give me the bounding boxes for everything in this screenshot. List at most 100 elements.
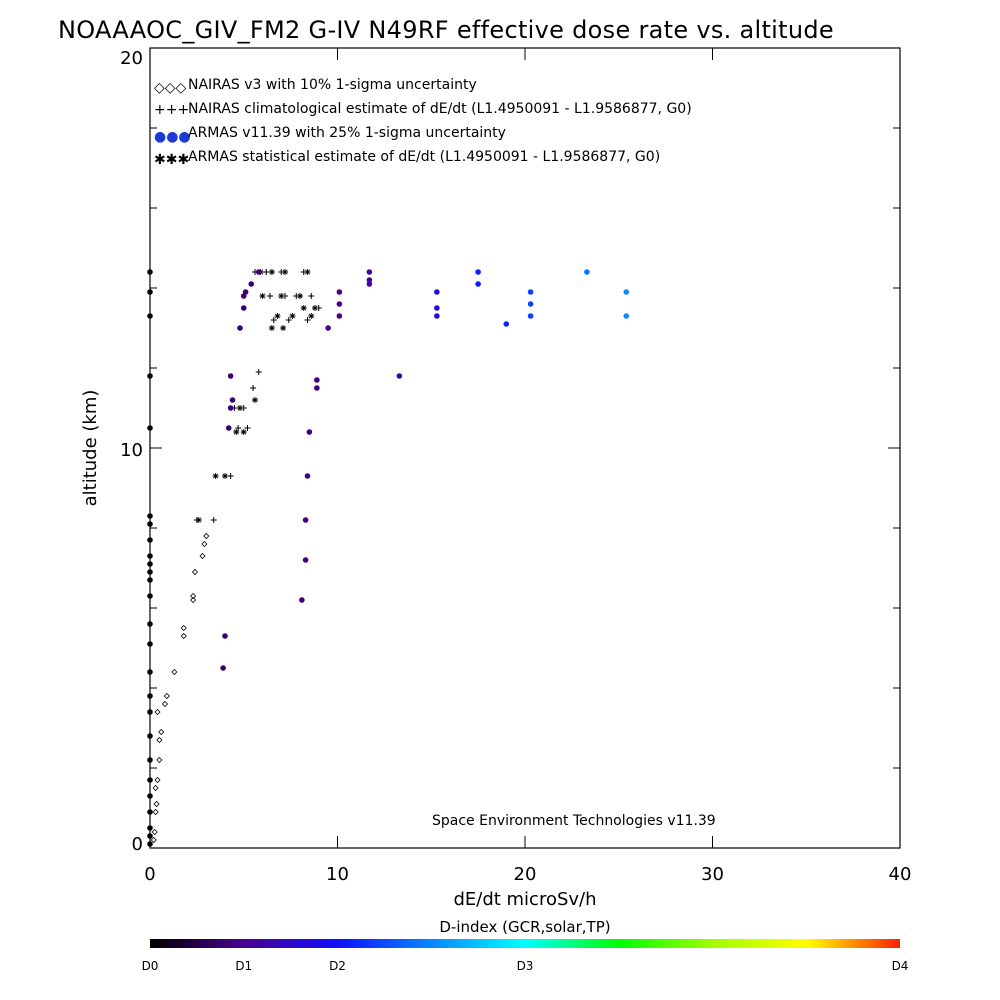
legend-symbol-nairas-clim: +++ bbox=[154, 102, 189, 118]
y-axis-label: altitude (km) bbox=[80, 390, 101, 507]
nairas-clim-point bbox=[308, 293, 315, 299]
armas-point bbox=[147, 841, 153, 847]
plot-frame bbox=[149, 47, 901, 849]
plot-area bbox=[147, 47, 901, 849]
legend-symbol-armas: ●●● bbox=[154, 129, 191, 145]
armas-point bbox=[584, 269, 590, 275]
legend: ◇◇◇ NAIRAS v3 with 10% 1-sigma uncertain… bbox=[154, 77, 692, 168]
armas-stat-point bbox=[304, 269, 311, 275]
colorbar-label: D2 bbox=[329, 959, 346, 973]
armas-stat-point bbox=[237, 405, 243, 411]
armas-point bbox=[336, 313, 343, 319]
chart-title: NOAAAOC_GIV_FM2 G-IV N49RF effective dos… bbox=[58, 16, 834, 44]
nairas-v3-point bbox=[171, 668, 178, 676]
armas-point bbox=[336, 301, 343, 307]
nairas-v3-point bbox=[203, 532, 210, 540]
armas-point bbox=[147, 593, 153, 599]
armas-stat-point bbox=[212, 473, 219, 479]
armas-point bbox=[299, 597, 305, 603]
armas-point bbox=[147, 733, 153, 739]
y-tick-label: 0 bbox=[132, 834, 143, 855]
armas-point bbox=[147, 313, 153, 319]
y-tick-label: 10 bbox=[120, 440, 143, 461]
armas-point bbox=[147, 289, 153, 295]
nairas-v3-point bbox=[163, 692, 170, 700]
armas-point bbox=[240, 305, 247, 311]
nairas-clim-point bbox=[270, 317, 277, 323]
x-tick-label: 40 bbox=[889, 864, 912, 885]
legend-symbol-nairas-v3: ◇◇◇ bbox=[154, 80, 187, 96]
armas-point bbox=[304, 473, 311, 479]
armas-point bbox=[314, 377, 320, 383]
armas-point bbox=[147, 669, 153, 675]
colorbar-label: D1 bbox=[235, 959, 252, 973]
armas-point bbox=[434, 289, 440, 295]
armas-stat-point bbox=[252, 397, 258, 403]
nairas-clim-point bbox=[263, 269, 270, 275]
armas-point bbox=[220, 665, 226, 671]
nairas-v3-point bbox=[156, 736, 163, 744]
armas-stat-point bbox=[282, 269, 288, 275]
legend-symbol-armas-stat: ✱✱✱ bbox=[154, 152, 189, 168]
nairas-v3-point bbox=[190, 592, 197, 600]
nairas-v3-point bbox=[201, 540, 208, 548]
data-marks bbox=[147, 269, 630, 847]
armas-point bbox=[147, 553, 153, 559]
x-axis-label: dE/dt microSv/h bbox=[453, 889, 596, 910]
armas-point bbox=[527, 289, 534, 295]
armas-point bbox=[147, 809, 153, 815]
nairas-clim-point bbox=[244, 425, 251, 431]
armas-point bbox=[242, 289, 249, 295]
nairas-clim-point bbox=[267, 293, 273, 299]
armas-point bbox=[503, 321, 510, 327]
nairas-clim-point bbox=[304, 317, 311, 323]
nairas-clim-point bbox=[250, 385, 257, 391]
armas-point bbox=[147, 709, 153, 715]
armas-point bbox=[147, 569, 153, 575]
legend-label-nairas-clim: NAIRAS climatological estimate of dE/dt … bbox=[188, 101, 692, 117]
armas-point bbox=[147, 793, 153, 799]
armas-point bbox=[147, 537, 153, 543]
armas-stat-point bbox=[300, 305, 307, 311]
credit-text: Space Environment Technologies v11.39 bbox=[432, 813, 716, 829]
nairas-v3-point bbox=[180, 624, 187, 632]
armas-point bbox=[147, 521, 153, 527]
x-tick-label: 0 bbox=[144, 864, 155, 885]
legend-label-armas-stat: ARMAS statistical estimate of dE/dt (L1.… bbox=[188, 149, 660, 165]
armas-point bbox=[227, 373, 234, 379]
armas-stat-point bbox=[289, 313, 296, 319]
x-tick-label: 30 bbox=[701, 864, 724, 885]
colorbar-label: D0 bbox=[142, 959, 159, 973]
armas-point bbox=[366, 281, 373, 287]
nairas-v3-point bbox=[161, 700, 169, 708]
armas-point bbox=[475, 269, 481, 275]
armas-point bbox=[248, 281, 255, 287]
armas-stat-point bbox=[278, 293, 285, 299]
armas-point bbox=[147, 513, 153, 519]
nairas-v3-point bbox=[152, 784, 159, 792]
colorbar-label: D3 bbox=[517, 959, 534, 973]
nairas-clim-point bbox=[285, 317, 292, 323]
nairas-v3-point bbox=[153, 800, 160, 808]
armas-stat-point bbox=[297, 293, 303, 299]
armas-stat-point bbox=[240, 429, 247, 435]
nairas-clim-point bbox=[227, 473, 234, 479]
nairas-v3-point bbox=[190, 596, 197, 604]
nairas-v3-point bbox=[154, 776, 161, 784]
armas-point bbox=[229, 397, 236, 403]
armas-point bbox=[302, 557, 309, 563]
armas-point bbox=[147, 577, 153, 583]
armas-point bbox=[306, 429, 313, 435]
nairas-v3-point bbox=[156, 756, 163, 764]
legend-label-armas: ARMAS v11.39 with 25% 1-sigma uncertaint… bbox=[188, 125, 506, 141]
x-tick-label: 10 bbox=[326, 864, 349, 885]
armas-point bbox=[623, 313, 630, 319]
nairas-v3-point bbox=[199, 552, 206, 560]
armas-stat-point bbox=[222, 473, 228, 479]
armas-point bbox=[366, 277, 373, 283]
armas-point bbox=[147, 833, 153, 839]
armas-point bbox=[237, 325, 243, 331]
nairas-v3-point bbox=[150, 836, 157, 844]
armas-stat-point bbox=[268, 269, 275, 275]
